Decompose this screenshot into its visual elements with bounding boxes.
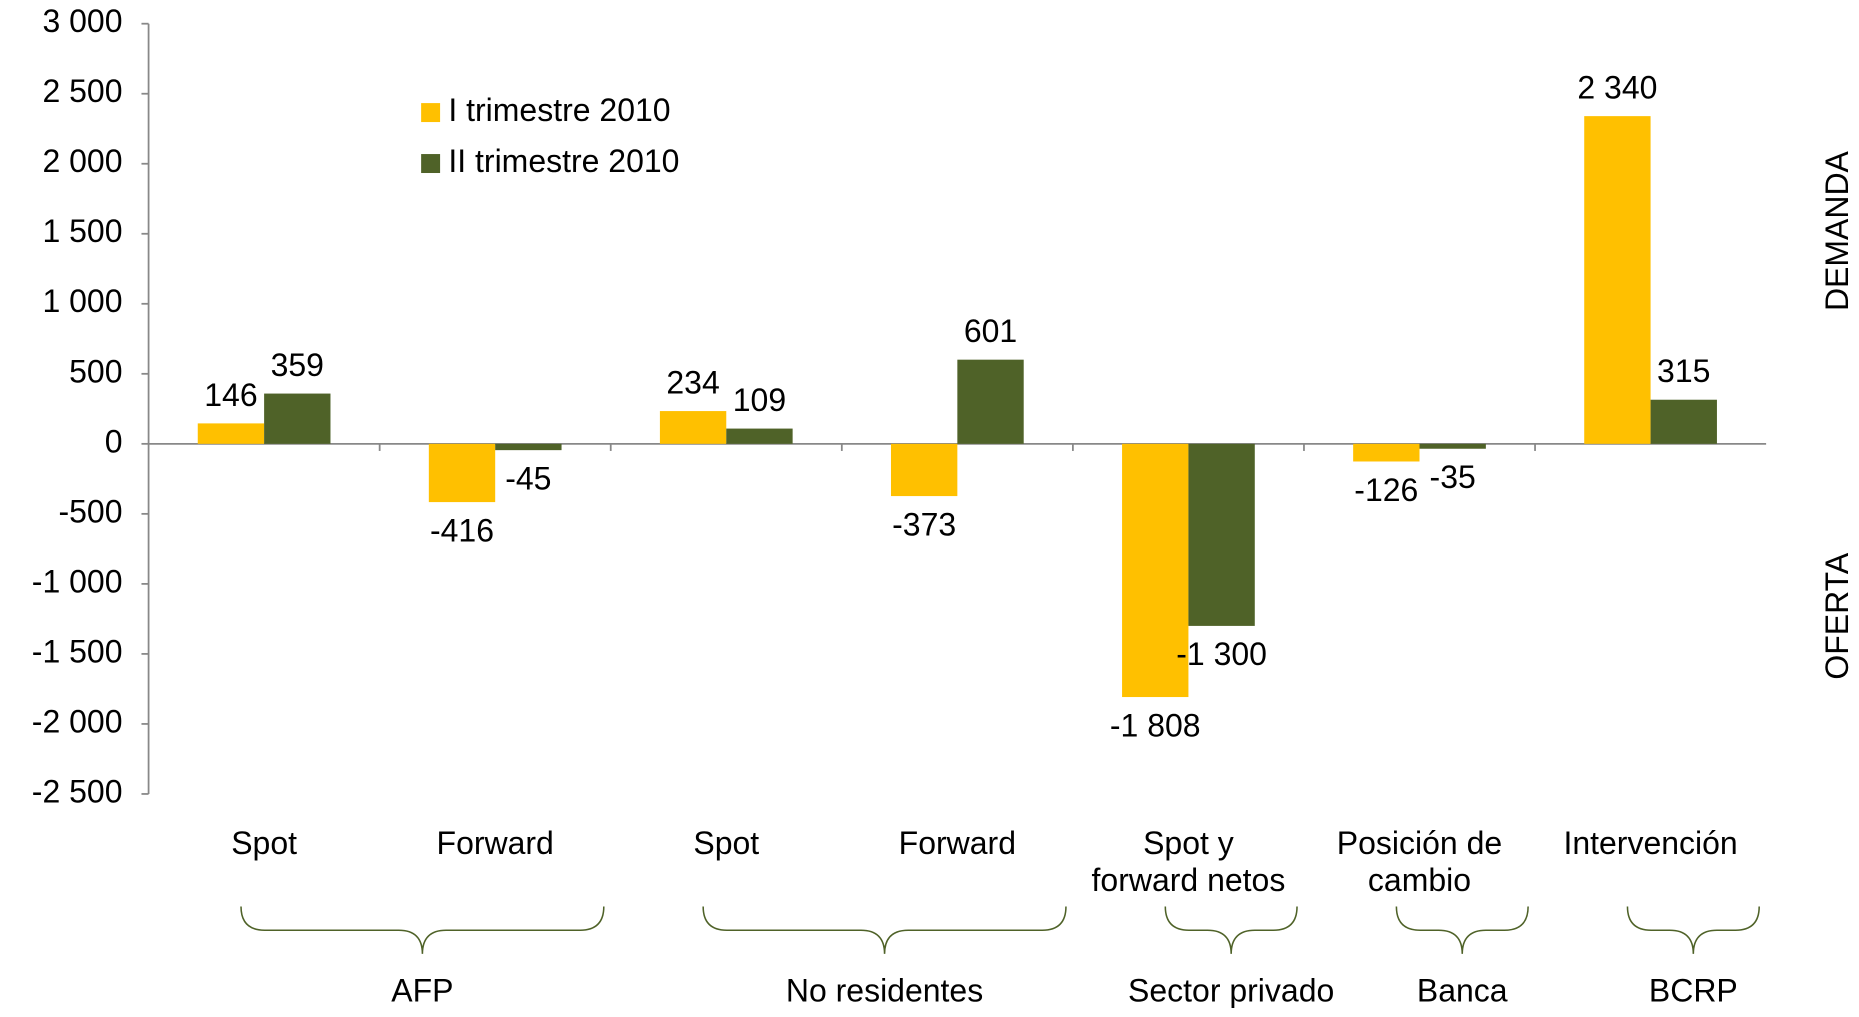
legend-label: I trimestre 2010	[448, 92, 670, 128]
bar	[1650, 399, 1717, 444]
y-tick-label: -2 500	[32, 773, 123, 809]
x-tick-label: Spot y forward netos	[1092, 826, 1286, 899]
legend-label: II trimestre 2010	[448, 143, 679, 179]
y-tick-label: 0	[105, 423, 123, 459]
value-label: -373	[892, 506, 956, 542]
value-label: -1 808	[1110, 707, 1201, 743]
bar	[1188, 443, 1255, 626]
y-tick-label: 2 500	[42, 73, 122, 109]
group-brace	[1626, 906, 1760, 954]
x-tick-label: Intervención	[1563, 826, 1737, 862]
value-label: 146	[204, 377, 257, 413]
bar	[495, 443, 562, 451]
group-label: Sector privado	[1128, 972, 1334, 1008]
y-tick-label: 1 500	[42, 213, 122, 249]
x-tick-label: Spot	[231, 826, 297, 862]
x-tick-label: Forward	[437, 826, 554, 862]
bar	[890, 443, 958, 497]
value-label: -35	[1430, 459, 1476, 495]
x-tick-label: Posición de cambio	[1337, 826, 1502, 899]
y-tick-label: 2 000	[42, 143, 122, 179]
group-brace	[240, 906, 605, 954]
group-brace	[1164, 906, 1298, 954]
y-tick-label: -500	[58, 493, 122, 529]
bar	[1419, 443, 1486, 449]
value-label: 2 340	[1577, 70, 1657, 106]
y-tick-label: 3 000	[42, 3, 122, 39]
group-brace	[1395, 906, 1529, 954]
value-label: -126	[1354, 472, 1418, 508]
y-tick-label: -1 000	[32, 563, 123, 599]
group-label: No residentes	[786, 972, 983, 1008]
value-label: 315	[1657, 353, 1710, 389]
y-tick-label: -2 000	[32, 703, 123, 739]
bar	[428, 443, 496, 503]
x-tick-label: Forward	[899, 826, 1016, 862]
legend-swatch	[421, 103, 441, 123]
value-label: -416	[430, 512, 494, 548]
y-tick-label: 1 000	[42, 283, 122, 319]
bar	[197, 423, 265, 444]
group-label: Banca	[1417, 972, 1508, 1008]
value-label: 601	[964, 313, 1017, 349]
value-label: -1 300	[1176, 636, 1267, 672]
y-tick-label: -1 500	[32, 633, 123, 669]
bar	[1122, 443, 1189, 698]
bar	[1584, 116, 1651, 444]
x-tick-label: Spot	[693, 826, 759, 862]
bar	[957, 359, 1024, 444]
value-label: 109	[733, 382, 786, 418]
group-label: BCRP	[1649, 972, 1738, 1008]
value-label: 359	[271, 347, 324, 383]
value-label: 234	[666, 364, 719, 400]
group-label: AFP	[391, 972, 453, 1008]
y-tick-label: 500	[69, 353, 122, 389]
bar	[264, 393, 331, 444]
bar	[659, 411, 727, 444]
value-label: -45	[505, 460, 551, 496]
group-brace	[702, 906, 1067, 954]
bar	[1353, 443, 1420, 462]
annotation: DEMANDA	[1819, 150, 1855, 311]
bar	[726, 428, 793, 444]
legend-swatch	[421, 154, 441, 174]
annotation: OFERTA	[1819, 552, 1855, 679]
